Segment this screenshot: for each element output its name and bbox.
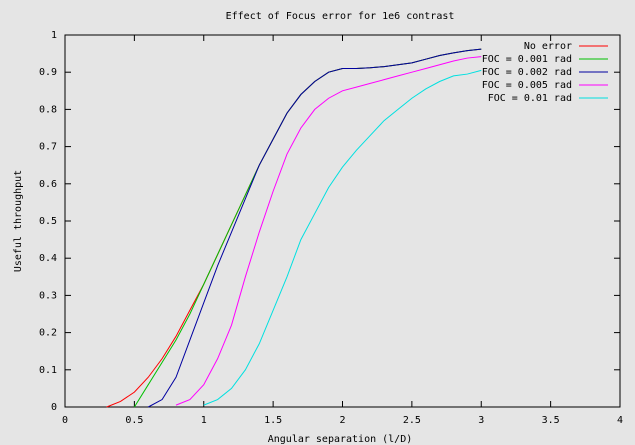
y-tick-label: 0.7 [39,142,57,153]
chart-title: Effect of Focus error for 1e6 contrast [226,11,455,22]
y-tick-label: 0.3 [39,290,57,301]
y-tick-label: 0.5 [39,216,57,227]
series-line [175,56,482,406]
x-tick-label: 3.5 [542,415,560,426]
legend-label: FOC = 0.001 rad [482,54,572,65]
y-tick-label: 0.9 [39,67,57,78]
x-tick-label: 1.5 [264,415,282,426]
legend-label: FOC = 0.005 rad [482,80,572,91]
y-tick-label: 0.2 [39,328,57,339]
y-tick-label: 0.1 [39,365,57,376]
legend-label: No error [524,41,572,52]
x-tick-label: 4 [617,415,623,426]
x-tick-label: 1 [201,415,207,426]
y-tick-label: 1 [51,30,57,41]
y-tick-label: 0.6 [39,179,57,190]
y-axis-label: Useful throughput [13,170,24,272]
x-tick-label: 0.5 [125,415,143,426]
y-tick-label: 0 [51,402,57,413]
y-tick-label: 0.4 [39,253,57,264]
x-tick-label: 2.5 [403,415,421,426]
series-line [203,69,482,406]
series-line [148,48,482,408]
legend-label: FOC = 0.01 rad [488,93,572,104]
y-tick-label: 0.8 [39,104,57,115]
legend-label: FOC = 0.002 rad [482,67,572,78]
x-tick-label: 2 [339,415,345,426]
x-axis-label: Angular separation (l/D) [268,434,413,445]
x-tick-label: 0 [62,415,68,426]
x-tick-label: 3 [478,415,484,426]
